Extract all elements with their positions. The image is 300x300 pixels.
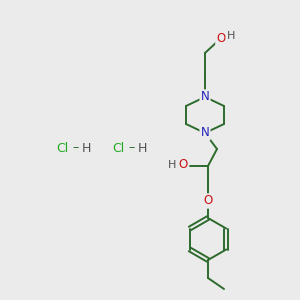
Text: N: N: [201, 91, 209, 103]
Text: H: H: [227, 31, 235, 41]
Text: O: O: [216, 32, 226, 46]
Text: H: H: [168, 160, 176, 170]
Text: O: O: [203, 194, 213, 208]
Text: Cl: Cl: [56, 142, 68, 154]
Text: –: –: [73, 142, 79, 154]
Text: H: H: [137, 142, 147, 154]
Text: Cl: Cl: [112, 142, 124, 154]
Text: N: N: [201, 127, 209, 140]
Text: –: –: [129, 142, 135, 154]
Text: H: H: [81, 142, 91, 154]
Text: O: O: [178, 158, 188, 172]
